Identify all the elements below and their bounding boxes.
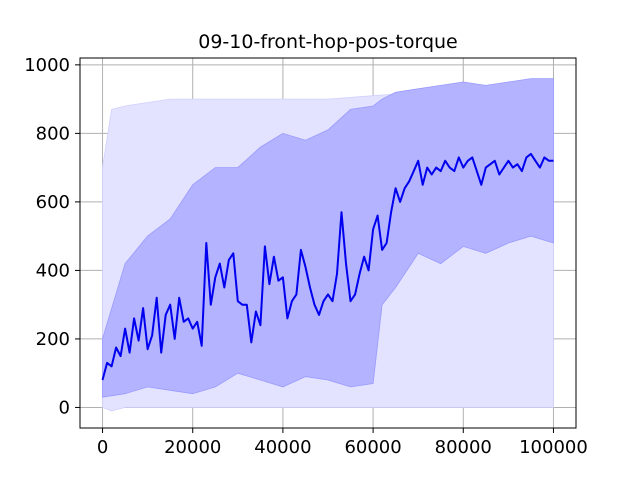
x-tick-label: 100000 (519, 437, 588, 458)
series-lines (101, 152, 554, 381)
y-tick-label: 400 (36, 260, 70, 281)
y-tick-label: 600 (36, 192, 70, 213)
x-tick-label: 0 (97, 437, 108, 458)
y-tick-label: 1000 (24, 55, 70, 76)
y-tick-label: 0 (59, 397, 70, 418)
bands (102, 78, 554, 412)
x-tick-label: 40000 (254, 437, 311, 458)
x-tick-label: 80000 (435, 437, 492, 458)
x-tick-label: 20000 (164, 437, 221, 458)
inner-band-area (102, 78, 554, 398)
y-tick-label: 800 (36, 123, 70, 144)
plot-frame (79, 57, 577, 429)
x-tick-label: 60000 (344, 437, 401, 458)
ticks: 0 20000 40000 60000 80000 100000 0 200 400 600 800… (24, 55, 588, 458)
mean-line (101, 152, 554, 381)
y-tick-label: 200 (36, 329, 70, 350)
chart-title: 09-10-front-hop-pos-torque (198, 31, 458, 53)
